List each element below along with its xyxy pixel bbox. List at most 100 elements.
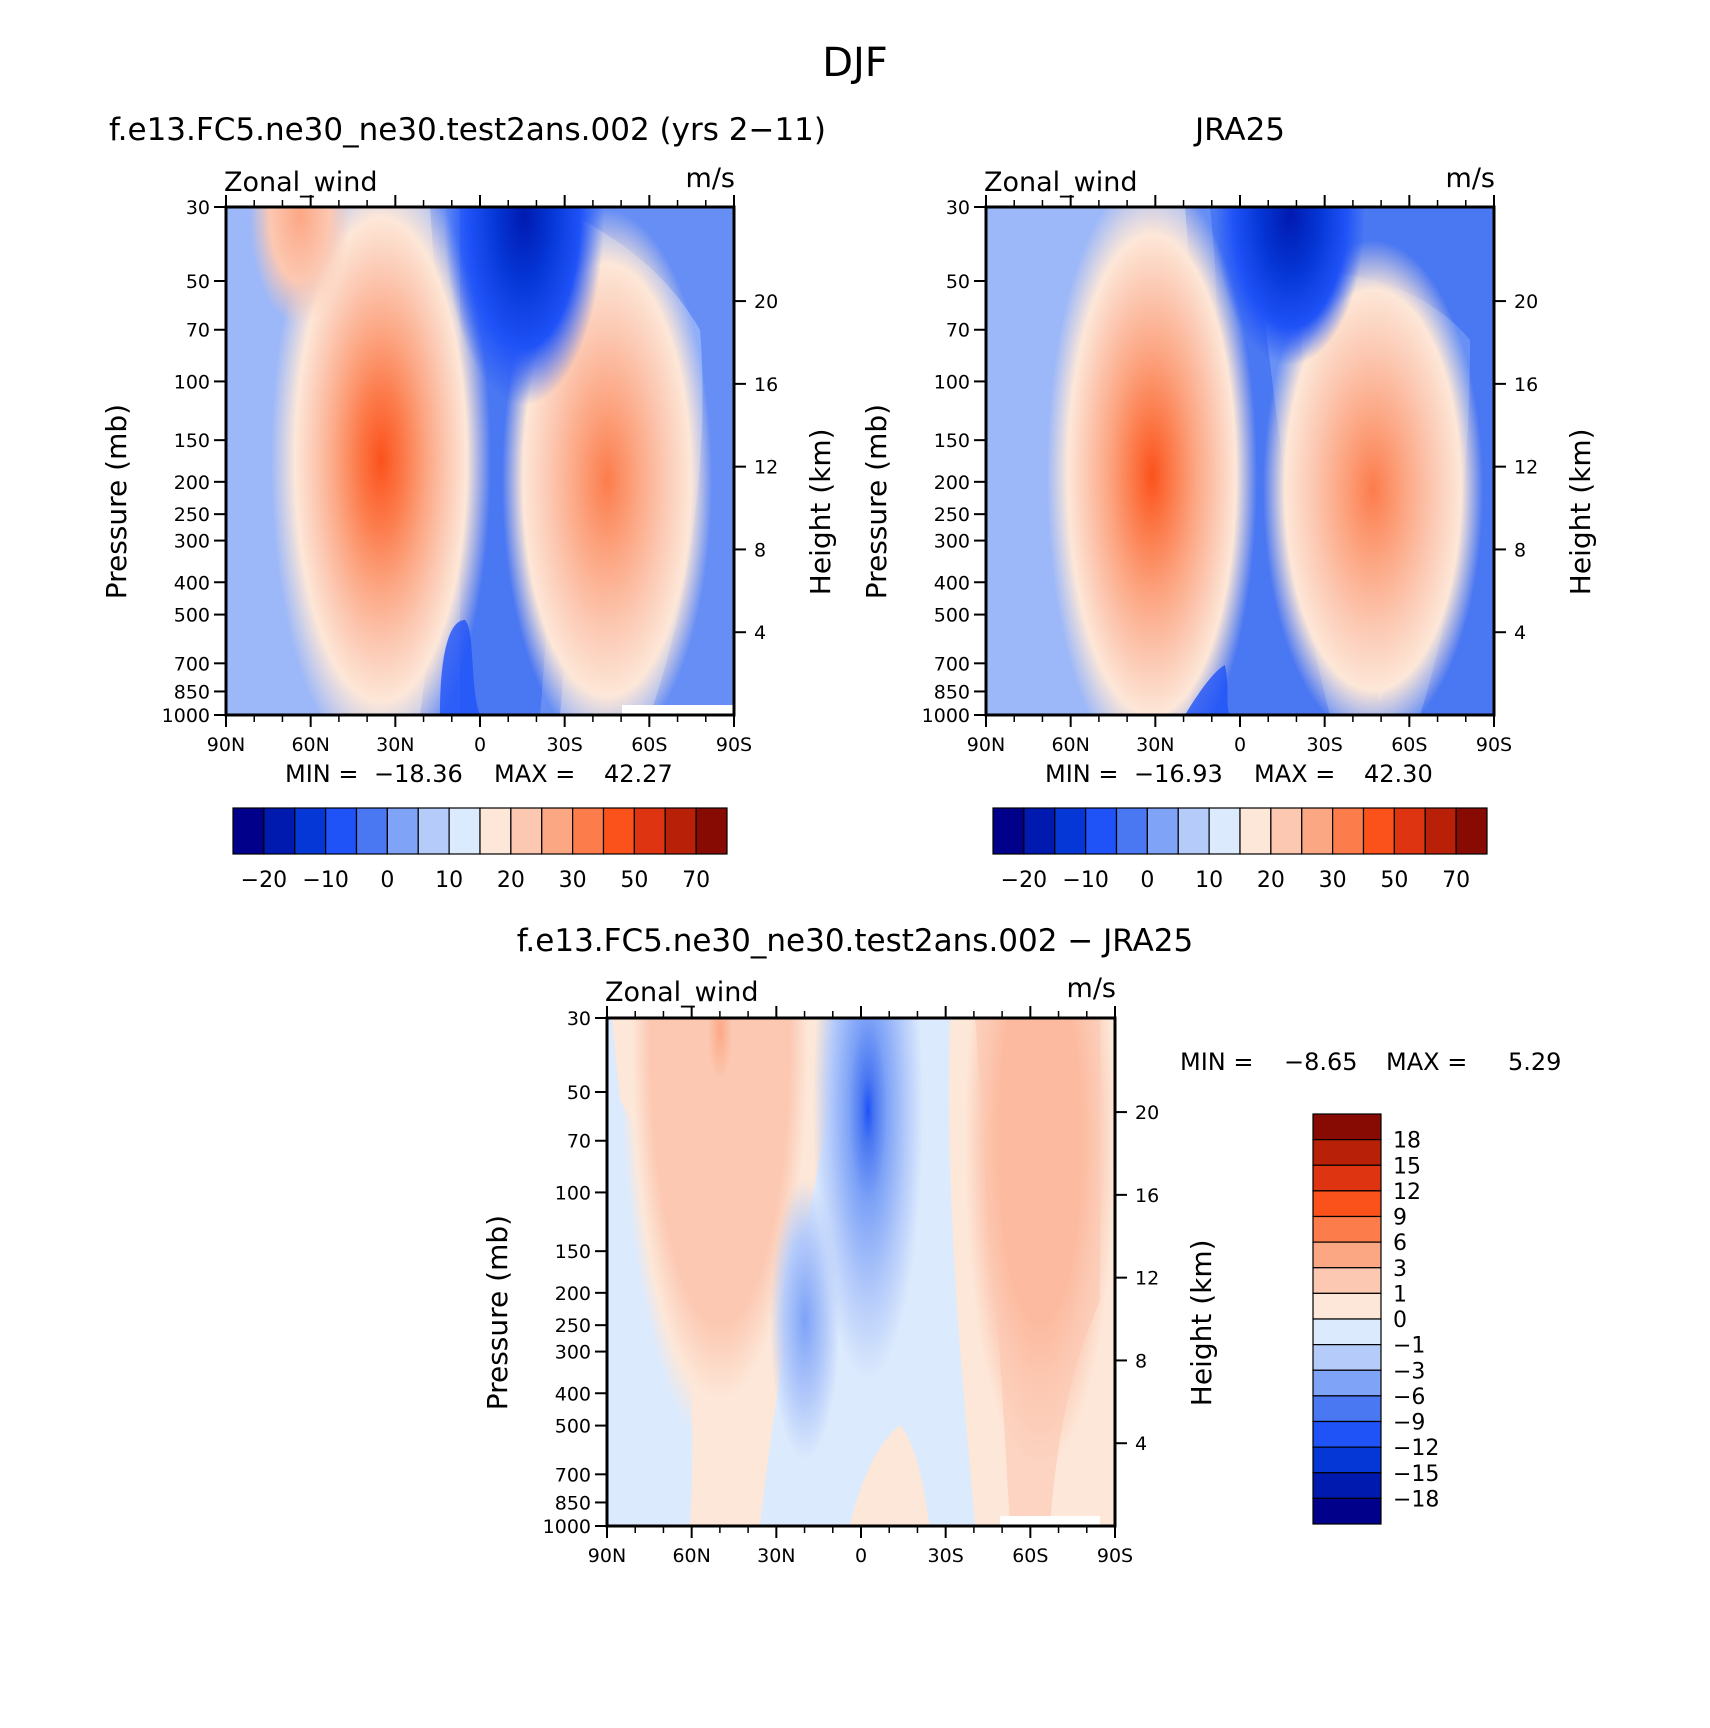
colorbar-swatch <box>1312 1292 1382 1320</box>
colorbar-swatch <box>1054 807 1087 855</box>
colorbar-swatch <box>695 807 728 855</box>
colorbar-label: 50 <box>1380 868 1408 893</box>
pressure-tick-label: 200 <box>174 472 210 494</box>
panel-obs-max-label: MAX = <box>1254 760 1335 788</box>
colorbar-swatch <box>479 807 512 855</box>
colorbar-swatch <box>325 807 358 855</box>
panel-diff-min-label: MIN = <box>1180 1048 1253 1076</box>
panel-model-axes: 305070100150200250300400500700850100090N… <box>100 195 837 756</box>
pressure-tick-label: 100 <box>934 371 970 393</box>
colorbar-swatch <box>1312 1241 1382 1269</box>
colorbar-label: 0 <box>380 868 394 893</box>
colorbar-swatch <box>1301 807 1334 855</box>
panel-obs-min: −16.93 <box>1134 760 1223 788</box>
colorbar-swatch <box>1115 807 1148 855</box>
colorbar-swatch <box>1332 807 1365 855</box>
colorbar-label: −6 <box>1393 1385 1425 1410</box>
colorbar-label: 20 <box>1257 868 1285 893</box>
colorbar-label: −10 <box>302 868 348 893</box>
colorbar-label: 1 <box>1393 1282 1407 1307</box>
colorbar-swatch <box>1312 1164 1382 1192</box>
latitude-tick-label: 90S <box>1476 734 1512 756</box>
colorbar-label: −9 <box>1393 1411 1425 1436</box>
pressure-axis-title: Pressure (mb) <box>100 404 133 599</box>
pressure-tick-label: 1000 <box>922 705 970 727</box>
colorbar-label: 30 <box>559 868 587 893</box>
colorbar-label: 18 <box>1393 1129 1421 1154</box>
height-tick-label: 12 <box>1135 1268 1159 1290</box>
height-tick-label: 8 <box>754 539 766 561</box>
pressure-tick-label: 500 <box>555 1416 591 1438</box>
colorbar-label: −18 <box>1393 1487 1439 1512</box>
pressure-tick-label: 50 <box>186 271 210 293</box>
pressure-tick-label: 150 <box>174 430 210 452</box>
height-tick-label: 20 <box>1135 1102 1159 1124</box>
latitude-tick-label: 60S <box>1391 734 1427 756</box>
panel-model-variable: Zonal_wind <box>224 167 378 198</box>
pressure-axis-title: Pressure (mb) <box>860 404 893 599</box>
pressure-axis-title: Pressure (mb) <box>481 1215 514 1410</box>
panel-obs-colorbar: −20 −10 0 10 20 30 50 70 <box>992 807 1488 893</box>
colorbar-swatch <box>633 807 666 855</box>
latitude-tick-label: 0 <box>474 734 486 756</box>
pressure-tick-label: 700 <box>555 1464 591 1486</box>
colorbar-swatch <box>417 807 450 855</box>
colorbar-label: 9 <box>1393 1206 1407 1231</box>
panel-obs-axes: 305070100150200250300400500700850100090N… <box>860 195 1597 756</box>
panel-model-min: −18.36 <box>374 760 463 788</box>
colorbar-swatch <box>1312 1395 1382 1423</box>
latitude-tick-label: 0 <box>855 1545 867 1567</box>
latitude-tick-label: 30N <box>1136 734 1174 756</box>
pressure-tick-label: 250 <box>934 504 970 526</box>
pressure-tick-label: 150 <box>934 430 970 452</box>
pressure-tick-label: 300 <box>555 1342 591 1364</box>
pressure-tick-label: 250 <box>555 1315 591 1337</box>
colorbar-swatch <box>1362 807 1395 855</box>
pressure-tick-label: 850 <box>555 1492 591 1514</box>
colorbar-swatch <box>1270 807 1303 855</box>
latitude-tick-label: 90S <box>716 734 752 756</box>
colorbar-swatch <box>1312 1369 1382 1397</box>
panel-diff-title: f.e13.FC5.ne30_ne30.test2ans.002 − JRA25 <box>517 923 1193 959</box>
panel-model-field <box>226 207 734 715</box>
colorbar-label: −10 <box>1062 868 1108 893</box>
colorbar-label: 12 <box>1393 1180 1421 1205</box>
panel-model-title: f.e13.FC5.ne30_ne30.test2ans.002 (yrs 2−… <box>109 112 826 148</box>
height-tick-label: 12 <box>1514 457 1538 479</box>
pressure-tick-label: 50 <box>567 1082 591 1104</box>
panel-model-max: 42.27 <box>604 760 673 788</box>
panel-model: f.e13.FC5.ne30_ne30.test2ans.002 (yrs 2−… <box>100 112 837 893</box>
colorbar-swatch <box>664 807 697 855</box>
height-tick-label: 16 <box>754 374 778 396</box>
colorbar-swatch <box>1023 807 1056 855</box>
colorbar-swatch <box>1312 1446 1382 1474</box>
height-tick-label: 4 <box>754 622 766 644</box>
figure-title: DJF <box>822 40 888 86</box>
panel-diff-variable: Zonal_wind <box>605 977 759 1008</box>
pressure-tick-label: 70 <box>946 320 970 342</box>
pressure-tick-label: 1000 <box>543 1516 591 1538</box>
colorbar-swatch <box>510 807 543 855</box>
colorbar-swatch <box>1424 807 1457 855</box>
height-tick-label: 4 <box>1514 622 1526 644</box>
latitude-tick-label: 60N <box>291 734 329 756</box>
colorbar-swatch <box>1208 807 1241 855</box>
latitude-tick-label: 30S <box>547 734 583 756</box>
height-tick-label: 16 <box>1514 374 1538 396</box>
pressure-tick-label: 100 <box>555 1182 591 1204</box>
height-axis-title: Height (km) <box>1564 428 1597 595</box>
panel-obs-max: 42.30 <box>1364 760 1433 788</box>
pressure-tick-label: 500 <box>934 605 970 627</box>
panel-diff-max: 5.29 <box>1508 1048 1561 1076</box>
colorbar-swatch <box>263 807 296 855</box>
pressure-tick-label: 200 <box>555 1283 591 1305</box>
latitude-tick-label: 60S <box>631 734 667 756</box>
height-axis-title: Height (km) <box>1185 1239 1218 1406</box>
panel-obs-variable: Zonal_wind <box>984 167 1138 198</box>
panel-model-min-label: MIN = <box>285 760 358 788</box>
colorbar-swatch <box>992 807 1025 855</box>
panel-model-units: m/s <box>686 163 735 194</box>
panel-diff-units: m/s <box>1067 973 1116 1004</box>
